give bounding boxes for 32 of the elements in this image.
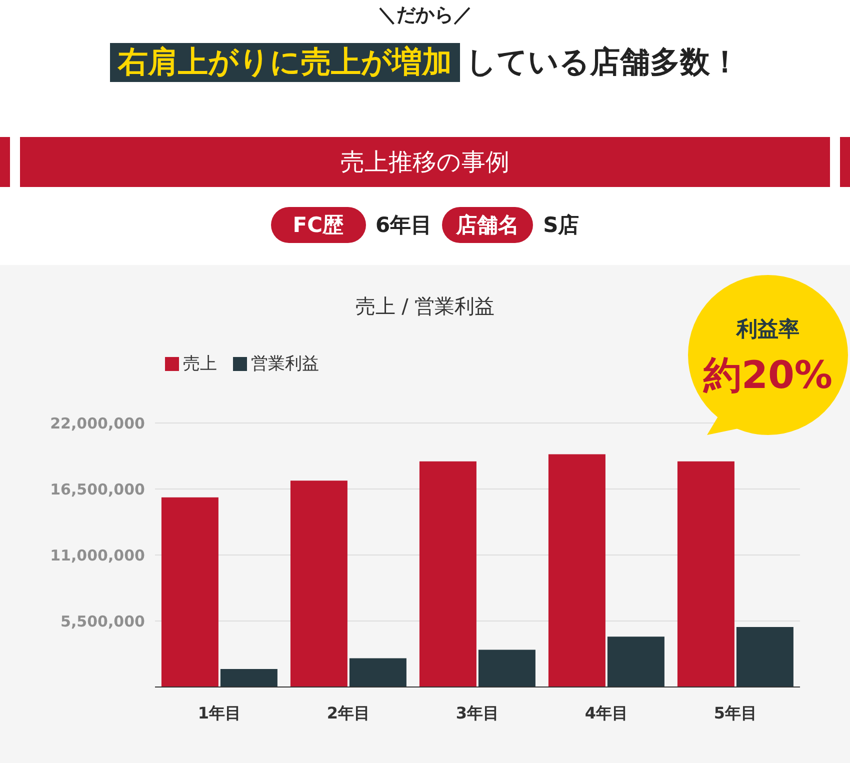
- bar: [419, 461, 476, 687]
- x-tick-label: 2年目: [326, 703, 370, 722]
- text: している店舗多数！: [466, 45, 740, 80]
- bar: [478, 650, 536, 687]
- bar: [220, 669, 278, 687]
- bar: [349, 658, 406, 687]
- legend-label: 営業利益: [251, 354, 319, 374]
- bar: [736, 627, 794, 687]
- y-tick-label: 22,000,000: [50, 414, 145, 432]
- bar: [290, 480, 348, 687]
- text: FC歴: [270, 207, 366, 243]
- text: ＼だから／: [376, 3, 474, 28]
- text: 利益率: [735, 316, 800, 343]
- bar: [548, 454, 606, 687]
- x-tick-label: 5年目: [714, 703, 758, 722]
- text: S店: [543, 212, 580, 239]
- x-tick-label: 1年目: [198, 703, 242, 722]
- text: 6年目: [376, 212, 432, 239]
- y-tick-label: 11,000,000: [50, 546, 145, 564]
- text: 店舗名: [442, 207, 534, 243]
- y-tick-label: 16,500,000: [50, 480, 145, 498]
- bar: [677, 461, 734, 687]
- x-tick-label: 4年目: [584, 703, 628, 722]
- x-tick-label: 3年目: [456, 703, 500, 722]
- legend-label: 売上: [183, 354, 217, 374]
- y-tick-label: 5,500,000: [60, 612, 145, 630]
- text: 売上推移の事例: [20, 137, 830, 187]
- bar: [607, 636, 664, 687]
- text: 右肩上がりに売上が増加: [110, 43, 460, 82]
- text: 約20%: [702, 352, 834, 399]
- chart-title: 売上 / 営業利益: [355, 294, 495, 318]
- bar: [161, 497, 218, 687]
